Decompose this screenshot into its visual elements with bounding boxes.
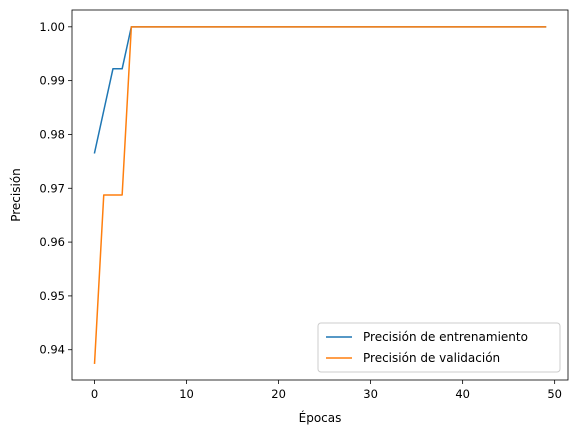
legend-frame bbox=[317, 322, 561, 373]
y-tick-label: 0.99 bbox=[39, 74, 65, 88]
y-tick-label: 0.94 bbox=[39, 343, 65, 357]
x-tick-label: 40 bbox=[455, 387, 470, 401]
legend-label-validation: Precisión de validación bbox=[363, 351, 500, 365]
y-tick-label: 0.98 bbox=[39, 127, 65, 141]
legend-label-training: Precisión de entrenamiento bbox=[363, 330, 528, 344]
plot-frame bbox=[71, 9, 569, 381]
x-axis-label: Épocas bbox=[299, 410, 342, 425]
y-axis: 0.94 0.95 0.96 0.97 0.98 0.99 1.00 bbox=[39, 20, 72, 357]
x-tick-label: 30 bbox=[363, 387, 378, 401]
y-tick-label: 0.95 bbox=[39, 289, 65, 303]
series-layer bbox=[93, 26, 547, 364]
y-tick-label: 0.97 bbox=[39, 181, 65, 195]
y-tick-label: 1.00 bbox=[39, 20, 65, 34]
x-tick-label: 10 bbox=[179, 387, 194, 401]
legend: Precisión de entrenamiento Precisión de … bbox=[317, 322, 561, 373]
x-tick-label: 50 bbox=[547, 387, 562, 401]
series-line-1 bbox=[93, 26, 547, 364]
x-axis: 0 10 20 30 40 50 bbox=[91, 380, 562, 401]
y-tick-label: 0.96 bbox=[39, 235, 65, 249]
x-tick-label: 0 bbox=[91, 387, 98, 401]
y-axis-label: Precisión bbox=[9, 168, 23, 222]
x-tick-label: 20 bbox=[271, 387, 286, 401]
